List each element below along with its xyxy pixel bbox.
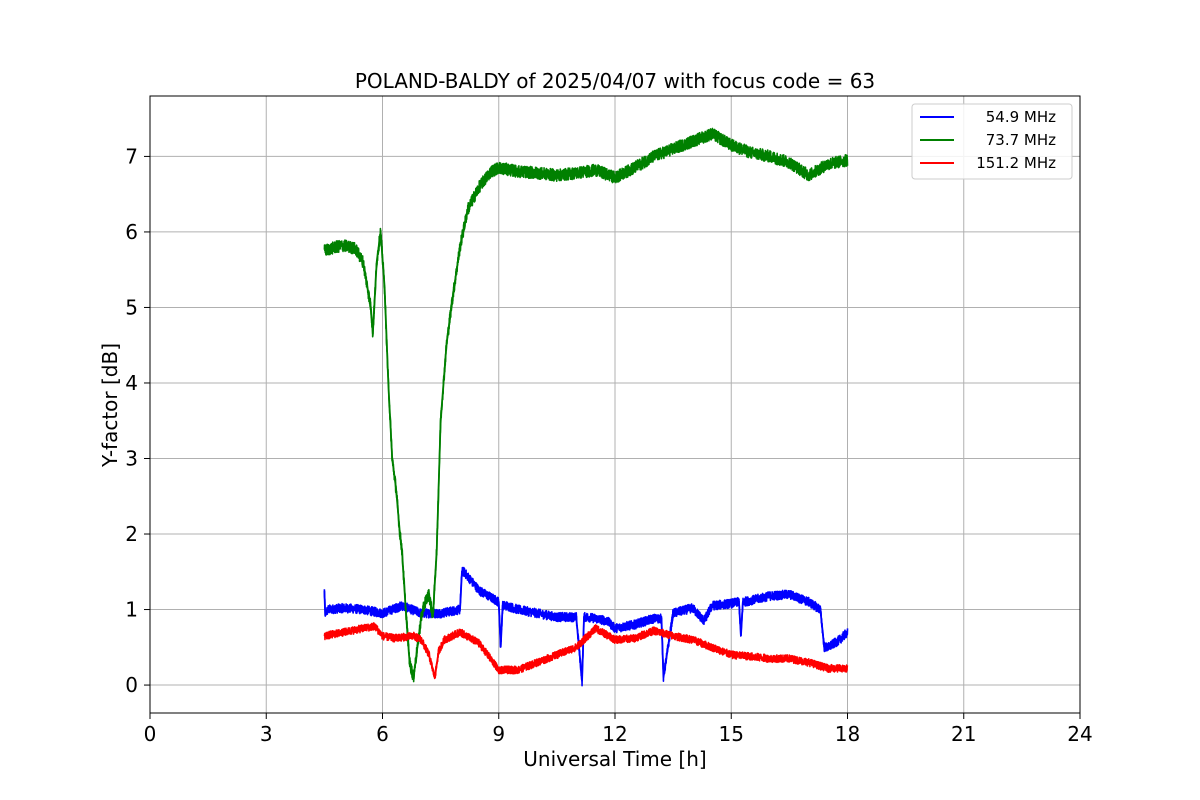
x-tick-label: 24	[1067, 722, 1092, 746]
y-axis-label: Y-factor [dB]	[98, 343, 122, 468]
y-tick-label: 4	[125, 371, 138, 395]
series-line-core	[324, 132, 848, 678]
x-tick-label: 3	[260, 722, 273, 746]
x-tick-label: 18	[835, 722, 860, 746]
legend-label: 73.7 MHz	[986, 131, 1056, 149]
x-axis-label: Universal Time [h]	[523, 747, 706, 771]
x-tick-label: 12	[602, 722, 627, 746]
plot-area	[323, 127, 849, 687]
y-tick-label: 7	[125, 144, 138, 168]
y-tick-label: 5	[125, 295, 138, 319]
legend-label: 54.9 MHz	[986, 108, 1056, 126]
x-tick-label: 6	[376, 722, 389, 746]
y-tick-label: 6	[125, 220, 138, 244]
x-axis-ticks: 0 3 6 9 12 15 18 21 24	[144, 713, 1093, 746]
x-tick-label: 9	[492, 722, 505, 746]
legend-label: 151.2 MHz	[976, 154, 1056, 172]
series-line-core	[323, 570, 849, 682]
series-line	[323, 566, 849, 687]
y-axis-ticks: 0 1 2 3 4 5 6 7	[125, 144, 150, 697]
y-tick-label: 0	[125, 673, 138, 697]
legend-box	[911, 103, 1073, 180]
x-tick-label: 0	[144, 722, 157, 746]
y-tick-label: 3	[125, 446, 138, 470]
x-tick-label: 21	[951, 722, 976, 746]
series-line-core	[324, 625, 848, 678]
y-tick-label: 1	[125, 598, 138, 622]
x-tick-label: 15	[719, 722, 744, 746]
chart-title: POLAND-BALDY of 2025/04/07 with focus co…	[355, 69, 875, 93]
legend: 54.9 MHz 73.7 MHz 151.2 MHz	[911, 103, 1073, 180]
y-tick-label: 2	[125, 522, 138, 546]
